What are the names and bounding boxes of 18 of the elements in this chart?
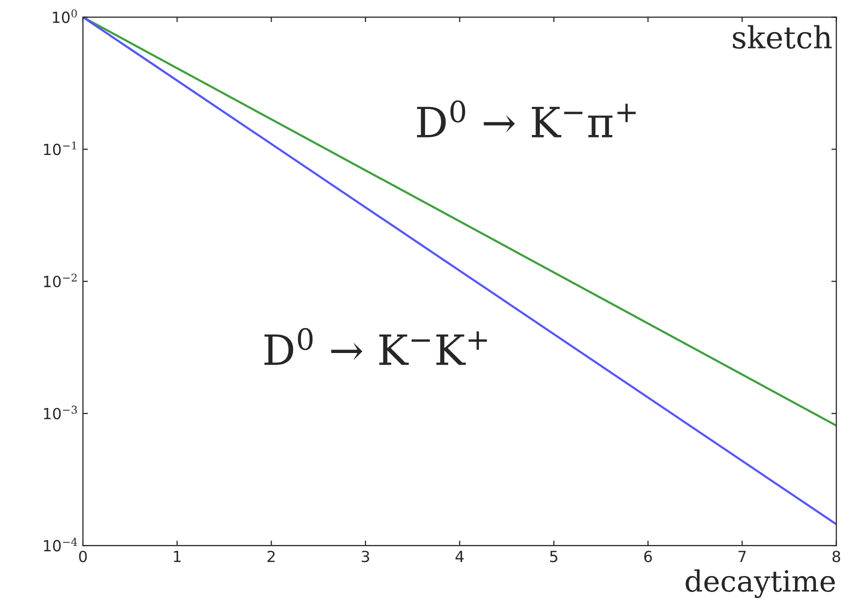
x-tick-label: 2: [268, 550, 275, 562]
x-tick-label: 1: [174, 550, 181, 562]
y-tick-label: 10$^{−3}$: [44, 406, 77, 420]
x-tick-label: 4: [456, 550, 464, 562]
annotation: sketch: [732, 25, 832, 49]
x-tick-label: 7: [738, 550, 746, 562]
x-axis-title: decaytime: [686, 569, 835, 598]
x-tick-label: 3: [362, 550, 370, 562]
series-label: D$^{0}$ → K$^{−}$π$^{+}$: [417, 100, 636, 138]
y-tick-label: 10$^{0}$: [52, 9, 77, 24]
series-label: D$^{0}$ → K$^{−}$K$^{+}$: [264, 328, 487, 365]
y-tick-label: 10$^{−1}$: [44, 141, 76, 156]
y-tick-label: 10$^{−4}$: [44, 538, 78, 552]
x-tick-label: 0: [79, 550, 87, 562]
x-tick-label: 8: [832, 550, 840, 562]
x-tick-label: 6: [644, 550, 652, 562]
y-tick-label: 10$^{−2}$: [44, 274, 77, 288]
x-tick-label: 5: [550, 550, 558, 562]
